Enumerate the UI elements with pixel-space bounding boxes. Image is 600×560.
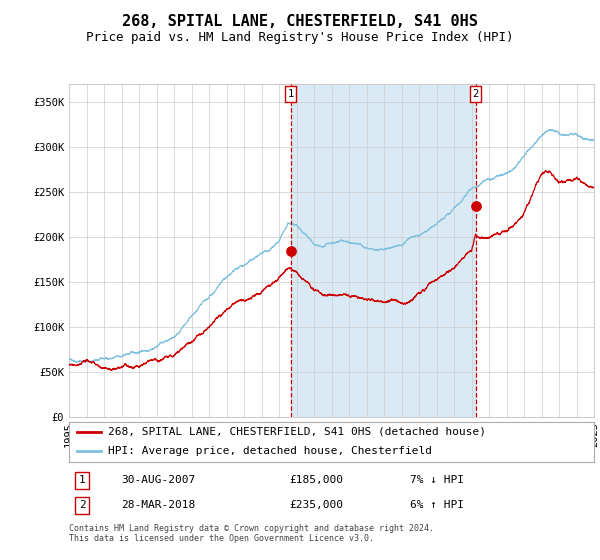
Text: Price paid vs. HM Land Registry's House Price Index (HPI): Price paid vs. HM Land Registry's House … (86, 31, 514, 44)
Text: 2: 2 (79, 501, 86, 510)
Text: £235,000: £235,000 (290, 501, 343, 510)
Text: 6% ↑ HPI: 6% ↑ HPI (410, 501, 464, 510)
Text: HPI: Average price, detached house, Chesterfield: HPI: Average price, detached house, Ches… (109, 446, 433, 456)
Text: 7% ↓ HPI: 7% ↓ HPI (410, 475, 464, 485)
Text: 2: 2 (472, 89, 479, 99)
Point (286, 246, 295, 255)
Text: Contains HM Land Registry data © Crown copyright and database right 2024.
This d: Contains HM Land Registry data © Crown c… (69, 524, 434, 543)
Point (471, 201, 481, 210)
Text: 268, SPITAL LANE, CHESTERFIELD, S41 0HS (detached house): 268, SPITAL LANE, CHESTERFIELD, S41 0HS … (109, 427, 487, 437)
Text: 1: 1 (79, 475, 86, 485)
Bar (290, 84, 476, 417)
Text: 1: 1 (287, 89, 294, 99)
Text: £185,000: £185,000 (290, 475, 343, 485)
Text: 268, SPITAL LANE, CHESTERFIELD, S41 0HS: 268, SPITAL LANE, CHESTERFIELD, S41 0HS (122, 14, 478, 29)
Text: 28-MAR-2018: 28-MAR-2018 (121, 501, 196, 510)
Text: 30-AUG-2007: 30-AUG-2007 (121, 475, 196, 485)
